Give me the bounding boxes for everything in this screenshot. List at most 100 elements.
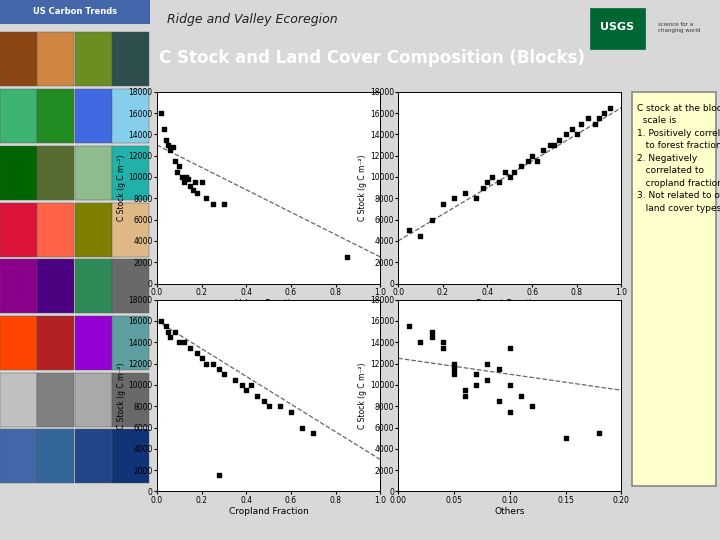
Point — [537, 146, 549, 154]
Point — [504, 407, 516, 416]
Bar — [112, 32, 149, 86]
Point — [459, 386, 471, 395]
Bar — [0, 259, 37, 313]
X-axis label: Forest Fraction: Forest Fraction — [477, 300, 543, 308]
Y-axis label: C Stock (g C m⁻²): C Stock (g C m⁻²) — [117, 362, 126, 429]
Bar — [0, 429, 37, 483]
Point — [482, 359, 493, 368]
Bar — [0, 202, 37, 256]
Point — [504, 343, 516, 352]
Point — [274, 402, 286, 410]
Point — [549, 141, 560, 150]
Point — [593, 429, 605, 437]
Bar — [37, 202, 74, 256]
Point — [589, 119, 600, 128]
Bar — [37, 32, 74, 86]
Point — [174, 338, 185, 347]
Point — [160, 136, 171, 144]
Point — [258, 396, 270, 405]
Point — [582, 114, 593, 123]
Text: Ridge and Valley Ecoregion: Ridge and Valley Ecoregion — [167, 14, 338, 26]
Bar — [75, 32, 112, 86]
Point — [184, 343, 196, 352]
Point — [158, 125, 169, 133]
Point — [189, 178, 201, 187]
Point — [196, 178, 207, 187]
Point — [448, 364, 459, 373]
Point — [174, 162, 185, 171]
FancyBboxPatch shape — [632, 92, 716, 486]
Point — [163, 327, 174, 336]
Point — [200, 194, 212, 202]
Point — [508, 167, 520, 176]
Point — [178, 338, 189, 347]
Point — [471, 194, 482, 202]
Point — [178, 178, 189, 187]
Point — [448, 370, 459, 379]
Point — [236, 381, 248, 389]
Bar — [37, 89, 74, 143]
Point — [207, 199, 219, 208]
Point — [341, 253, 353, 261]
Bar — [0, 146, 37, 200]
Point — [560, 130, 572, 139]
Bar — [75, 202, 112, 256]
X-axis label: Cropland Fraction: Cropland Fraction — [229, 508, 308, 516]
Bar — [75, 373, 112, 427]
Point — [531, 157, 542, 165]
Point — [182, 175, 194, 184]
Point — [167, 143, 179, 152]
Point — [307, 429, 319, 437]
Point — [200, 359, 212, 368]
Point — [163, 141, 174, 150]
Point — [544, 141, 556, 150]
Point — [526, 402, 538, 410]
Bar — [0, 316, 37, 370]
Point — [560, 434, 572, 442]
Bar — [0, 0, 150, 24]
Point — [593, 114, 605, 123]
Point — [403, 226, 415, 234]
Bar — [112, 373, 149, 427]
Point — [459, 188, 471, 197]
Point — [492, 364, 504, 373]
Point — [252, 391, 264, 400]
Point — [285, 407, 297, 416]
Bar — [112, 89, 149, 143]
Point — [482, 178, 493, 187]
Point — [471, 381, 482, 389]
Bar — [75, 429, 112, 483]
Bar — [75, 146, 112, 200]
Bar — [0, 373, 37, 427]
Text: science for a
changing world: science for a changing world — [658, 22, 700, 32]
Bar — [37, 373, 74, 427]
Point — [214, 471, 225, 480]
Bar — [112, 259, 149, 313]
Point — [403, 322, 415, 330]
Point — [471, 370, 482, 379]
Point — [165, 146, 176, 154]
Point — [171, 167, 183, 176]
Point — [598, 109, 609, 117]
Bar — [37, 146, 74, 200]
Point — [176, 173, 187, 181]
Point — [567, 125, 578, 133]
Point — [437, 338, 449, 347]
Point — [504, 173, 516, 181]
Point — [187, 185, 199, 194]
Point — [180, 173, 192, 181]
Text: C Stock and Land Cover Composition (Blocks): C Stock and Land Cover Composition (Bloc… — [158, 49, 585, 67]
Text: C stock at the block
  scale is
1. Positively correlated
   to forest fraction;
: C stock at the block scale is 1. Positiv… — [637, 104, 720, 213]
Point — [492, 178, 504, 187]
Point — [426, 327, 438, 336]
Bar — [112, 429, 149, 483]
Point — [522, 157, 534, 165]
Point — [500, 167, 511, 176]
Point — [504, 381, 516, 389]
Point — [218, 199, 230, 208]
X-axis label: Others: Others — [495, 508, 525, 516]
Bar — [112, 146, 149, 200]
Point — [515, 391, 526, 400]
Point — [575, 119, 587, 128]
Point — [184, 181, 196, 190]
